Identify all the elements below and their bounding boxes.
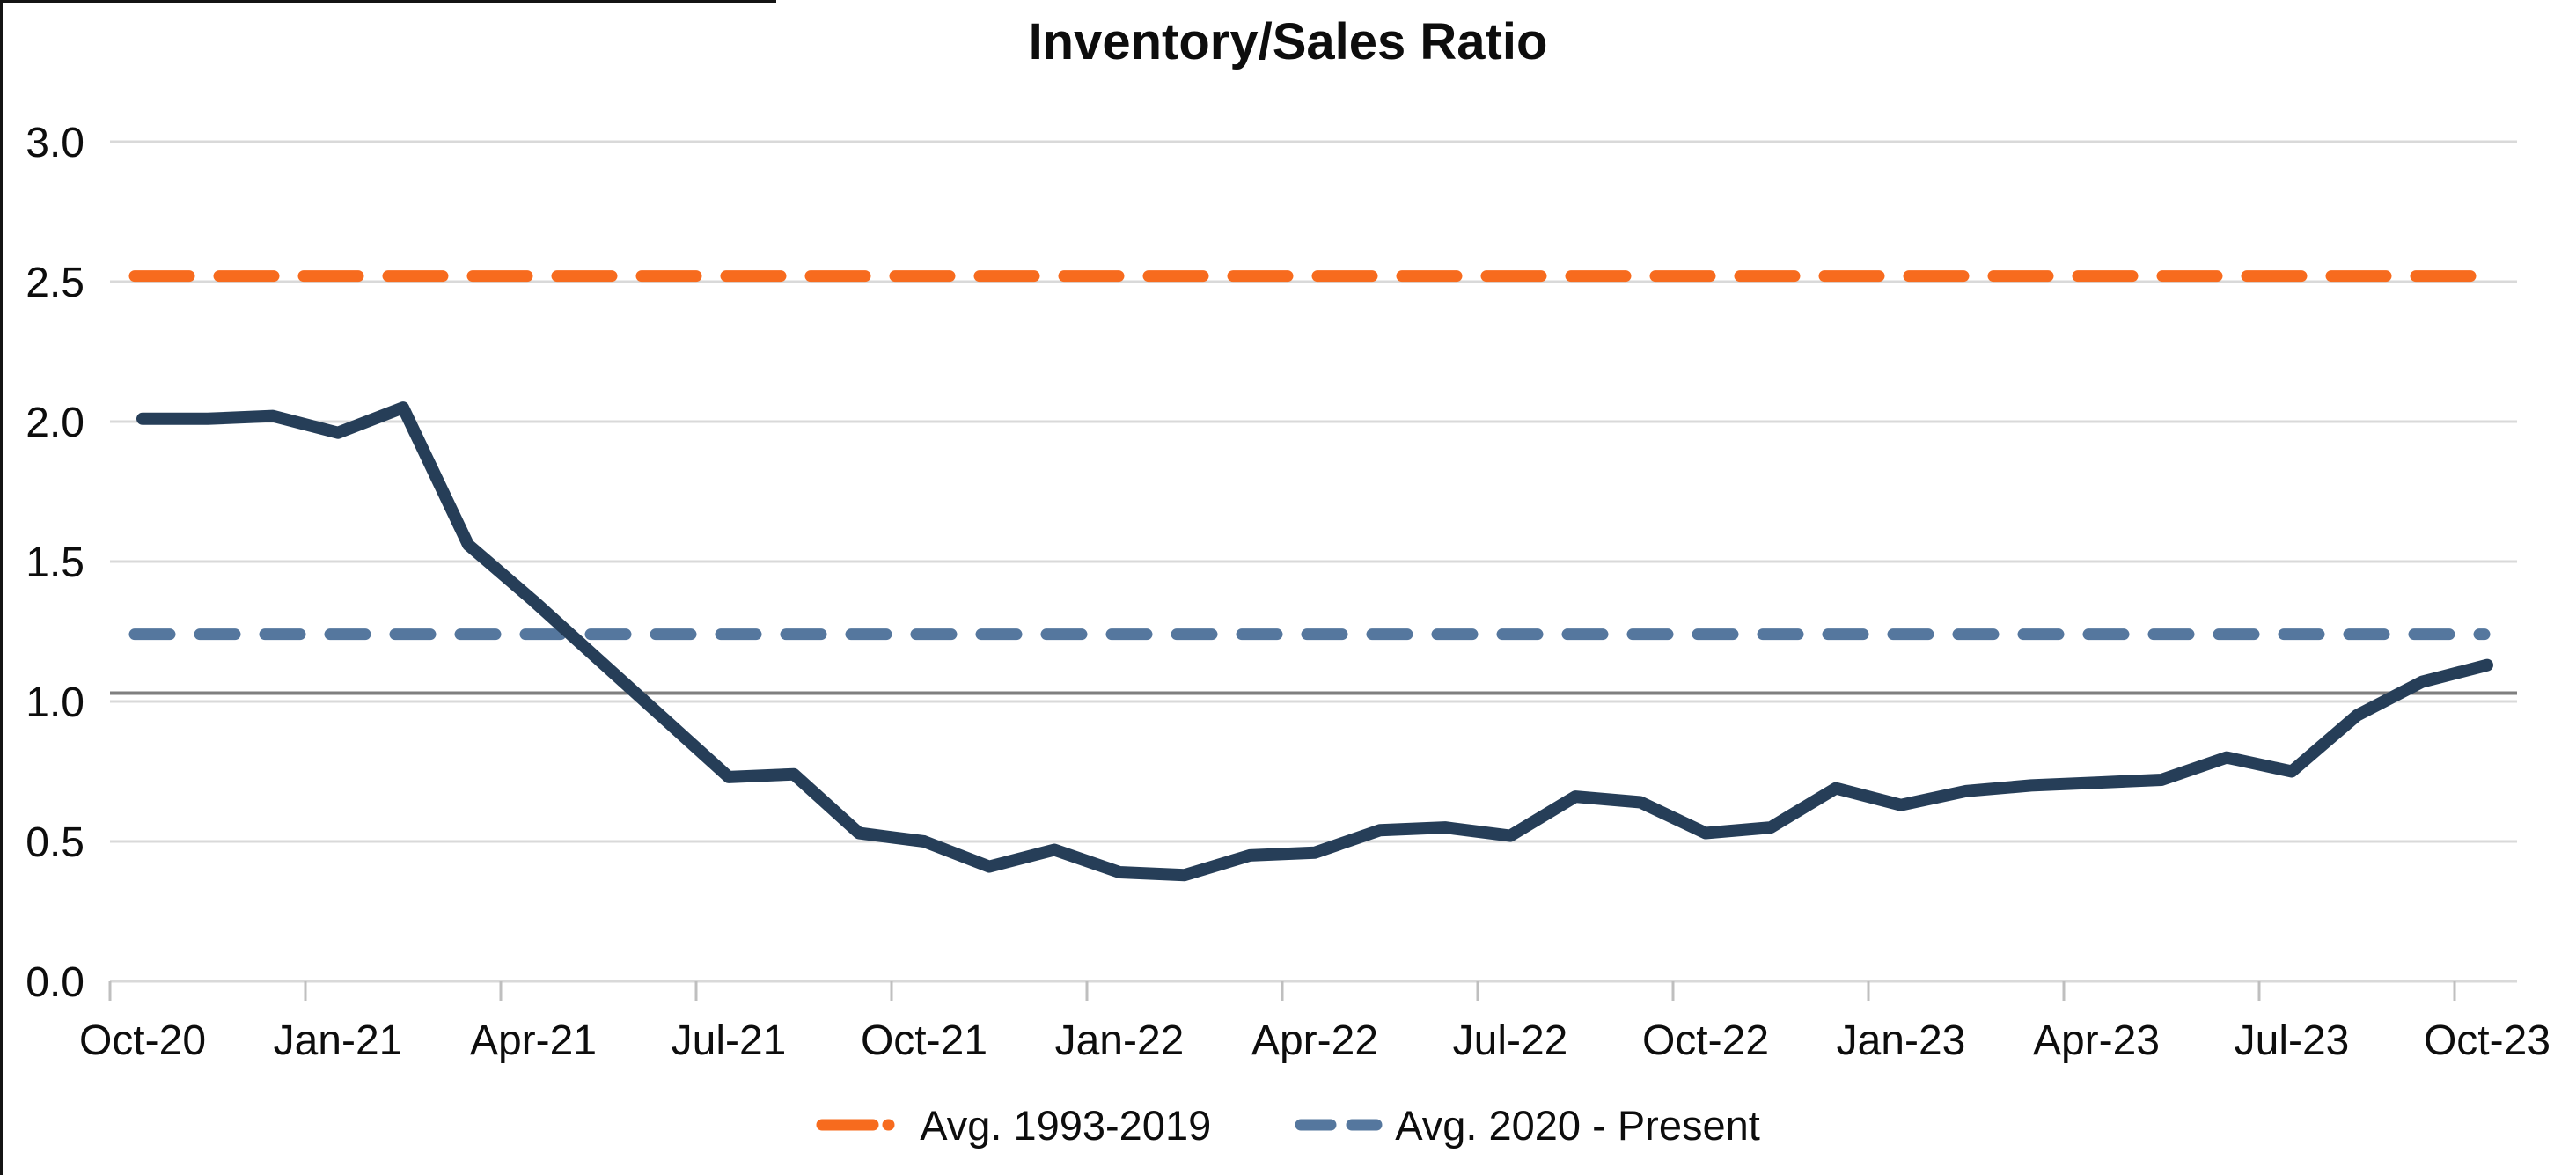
y-axis-label-0.5: 0.5 bbox=[26, 819, 84, 866]
x-axis-label-Jan-22: Jan-22 bbox=[1055, 1017, 1185, 1064]
x-axis-label-Jul-21: Jul-21 bbox=[672, 1017, 787, 1064]
x-axis-label-Oct-21: Oct-21 bbox=[861, 1017, 987, 1064]
x-axis-label-Oct-22: Oct-22 bbox=[1642, 1017, 1769, 1064]
y-axis-label-1.0: 1.0 bbox=[26, 679, 84, 726]
x-axis-label-Apr-22: Apr-22 bbox=[1251, 1017, 1378, 1064]
legend-label-avg-2020-present: Avg. 2020 - Present bbox=[1395, 1101, 1760, 1149]
screenshot-border-top bbox=[0, 0, 776, 3]
legend-label-avg-1993-2019: Avg. 1993-2019 bbox=[920, 1101, 1212, 1149]
y-axis-label-0.0: 0.0 bbox=[26, 959, 84, 1006]
x-axis-label-Jan-21: Jan-21 bbox=[274, 1017, 403, 1064]
x-axis-label-Jul-22: Jul-22 bbox=[1453, 1017, 1568, 1064]
blue-dashes-marker-icon bbox=[1295, 1119, 1383, 1131]
orange-dash-dot-marker-icon bbox=[816, 1119, 907, 1131]
y-axis-label-2.5: 2.5 bbox=[26, 260, 84, 306]
legend-item-avg-2020-present: Avg. 2020 - Present bbox=[1295, 1101, 1760, 1149]
x-axis-label-Oct-23: Oct-23 bbox=[2424, 1017, 2550, 1064]
chart-title: Inventory/Sales Ratio bbox=[1028, 13, 1548, 70]
screenshot-border-left bbox=[0, 0, 3, 1175]
x-axis-label-Apr-23: Apr-23 bbox=[2033, 1017, 2160, 1064]
legend-item-avg-1993-2019: Avg. 1993-2019 bbox=[816, 1101, 1211, 1149]
x-axis-label-Apr-21: Apr-21 bbox=[470, 1017, 597, 1064]
x-axis-label-Oct-20: Oct-20 bbox=[79, 1017, 206, 1064]
y-axis-label-2.0: 2.0 bbox=[26, 400, 84, 446]
y-axis-label-1.5: 1.5 bbox=[26, 540, 84, 586]
chart-legend: Avg. 1993-2019 Avg. 2020 - Present bbox=[0, 1094, 2576, 1156]
series-line-inventory-sales-ratio bbox=[136, 401, 2493, 882]
x-axis-label-Jan-23: Jan-23 bbox=[1837, 1017, 1966, 1064]
y-axis-label-3.0: 3.0 bbox=[26, 120, 84, 166]
x-axis-label-Jul-23: Jul-23 bbox=[2235, 1017, 2350, 1064]
